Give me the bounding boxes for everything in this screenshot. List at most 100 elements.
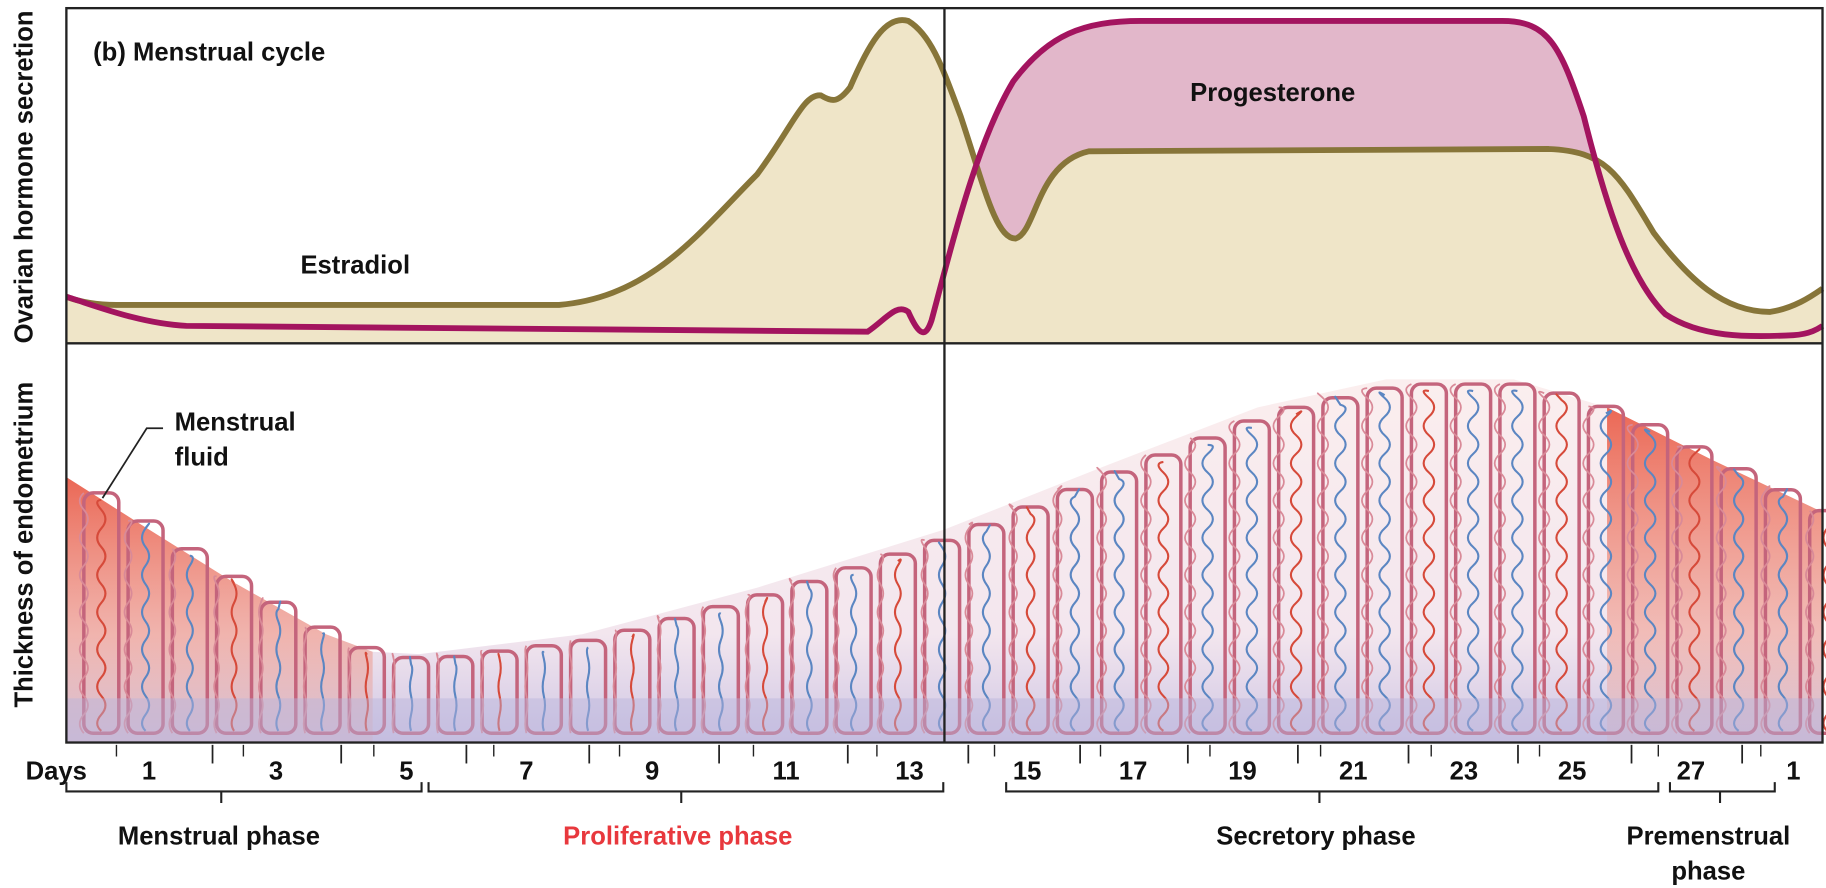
vessel [849,573,858,732]
gland [745,593,785,735]
gland-fold [347,646,352,734]
gland-fold [1184,437,1197,734]
phase-bracket [1005,782,1660,804]
gland [347,645,387,735]
panel-title: (b) Menstrual cycle [93,38,325,66]
gland-fold [788,577,796,734]
phase-bracket [65,782,423,804]
progesterone-label: Progesterone [1190,79,1355,107]
gland [1675,445,1714,735]
gland [701,604,741,735]
day-label: 25 [1558,758,1587,786]
phase-bracket [427,782,945,804]
progesterone-curve [65,18,1825,340]
vessel [408,655,414,732]
annotation-pointer [101,427,164,499]
gland [1586,404,1626,735]
y-axis-label: Ovarian hormone secretion [10,10,38,343]
gland-fold [480,649,485,734]
gland [1055,487,1095,735]
phase-label: Menstrual phase [118,823,320,851]
phase-bracket [1668,782,1776,804]
vessel [1511,389,1524,732]
vessel [453,655,458,732]
vessel [585,646,591,732]
gland-fold [1361,387,1374,734]
gland [214,574,254,735]
vessel [761,596,769,732]
vessel [140,522,151,732]
vessel [275,600,282,732]
vessel [1069,488,1081,732]
day-label: 13 [895,758,924,786]
gland-fold [832,567,840,734]
gland-fold [1140,454,1152,734]
day-label: 17 [1119,758,1148,786]
day-label: 19 [1228,758,1257,786]
gland-fold [568,640,573,734]
endometrium [66,379,1826,743]
phase-label: Proliferative phase [563,823,792,851]
gland-fold [123,519,133,734]
gland [1188,436,1227,735]
gland-fold [700,606,707,734]
gland-fold [258,597,264,734]
gland-fold [1715,465,1727,734]
annotation-line: fluid [175,443,229,471]
gland [922,538,962,735]
day-label: 7 [519,758,533,786]
gland-fold [1582,405,1595,734]
gland [1498,382,1537,735]
vessel [320,632,326,732]
phase-label: Premenstrual [1627,823,1791,851]
vessel [1113,470,1125,732]
estradiol-curve [65,17,1825,315]
gland [1365,386,1404,735]
day-label: 27 [1677,758,1706,786]
vessel [1688,448,1701,732]
day-label: 23 [1450,758,1479,786]
phase-label: Secretory phase [1216,823,1415,851]
gland-fold [1671,445,1683,734]
day-label: 11 [773,758,800,786]
gland-fold [435,652,440,734]
gland [834,566,873,735]
day-label: 21 [1339,758,1368,786]
vessel [805,580,813,732]
gland-fold [1316,392,1330,734]
gland-fold [1405,383,1418,734]
vessel [230,578,238,732]
y-axis-label: Thickness of endometrium [10,382,38,708]
day-label: 5 [399,758,413,786]
gland-fold [1008,503,1018,734]
gland [1763,487,1803,735]
gland-fold [1449,383,1462,734]
gland [82,491,121,735]
gland-fold [1805,510,1815,734]
vessel [1555,393,1568,732]
vessel [893,558,902,732]
day-label: 3 [269,758,283,786]
gland-fold [302,626,308,734]
gland [1232,419,1272,735]
gland [1144,453,1183,735]
vessel [981,524,991,732]
vessel [1422,389,1436,732]
gland [1276,405,1316,735]
gland [1630,423,1670,735]
vessel [185,554,194,732]
vessel [1466,389,1480,732]
gland [613,628,652,735]
gland-fold [1538,390,1551,734]
gland-fold [612,629,618,734]
gland-fold [168,548,177,734]
gland [568,638,608,735]
gland [524,643,564,735]
gland [878,552,918,735]
vessel [1025,506,1036,732]
gland-fold [213,575,220,734]
day-label: 9 [645,758,659,786]
annotation-line: Menstrual [175,408,296,436]
vessel [1599,409,1613,732]
